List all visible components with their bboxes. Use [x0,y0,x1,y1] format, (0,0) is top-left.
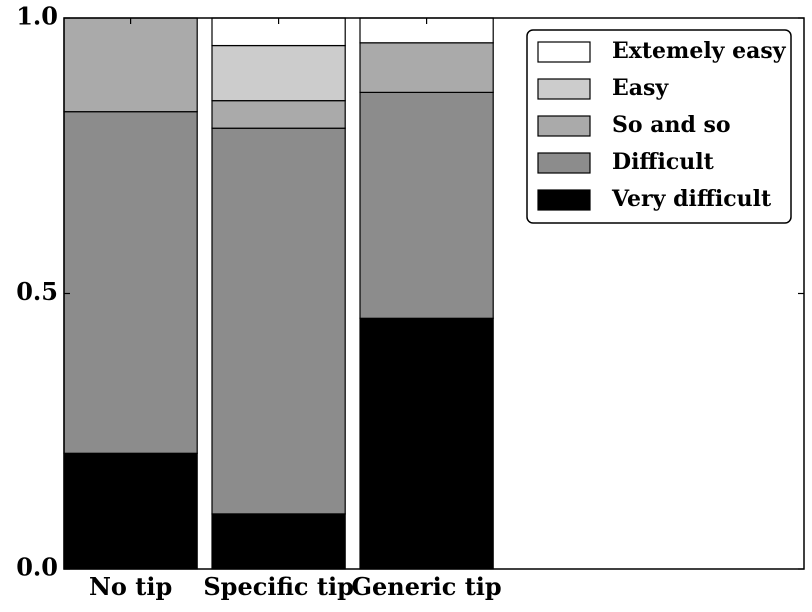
x-tick-label-specific-tip: Specific tip [203,572,354,601]
y-tick-label: 0.0 [16,553,58,582]
y-tick-label: 1.0 [16,2,58,31]
legend-box [526,29,792,224]
bar-generic-tip-very-difficult [359,317,494,570]
legend-label-easy: Easy [612,75,669,101]
legend: Extemely easy Easy So and so Difficult Very … [526,29,792,224]
bar-specific-tip-easy [211,44,346,102]
bar-no-tip-very-difficult [63,452,198,570]
x-tick-label-generic-tip: Generic tip [351,572,501,601]
legend-swatch-extemely-easy [537,41,591,63]
bar-specific-tip-difficult [211,127,346,515]
bar-generic-tip-so-and-so [359,42,494,93]
bar-no-tip-so-and-so [63,17,198,113]
bar-generic-tip-difficult [359,91,494,319]
legend-swatch-very-difficult [537,189,591,211]
legend-label-difficult: Difficult [612,149,715,175]
legend-swatch-easy [537,78,591,100]
legend-label-so-and-so: So and so [612,112,731,138]
x-tick-label-no-tip: No tip [89,572,172,601]
y-tick-label: 0.5 [16,277,58,306]
bar-specific-tip-very-difficult [211,513,346,570]
legend-swatch-so-and-so [537,115,591,137]
bar-no-tip-difficult [63,111,198,454]
legend-label-extemely-easy: Extemely easy [612,38,787,64]
bars-layer [63,17,494,570]
legend-swatch-difficult [537,152,591,174]
bar-specific-tip-so-and-so [211,100,346,129]
legend-label-very-difficult: Very difficult [611,186,772,212]
